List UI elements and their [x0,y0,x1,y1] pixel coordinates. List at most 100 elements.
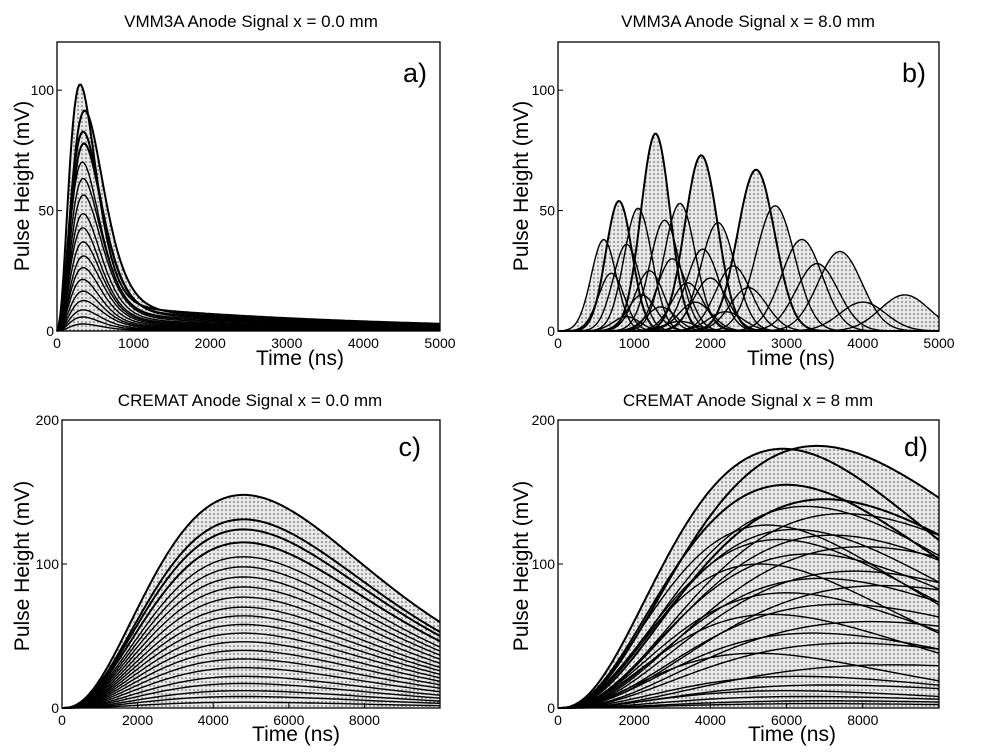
x-tick-label: 4000 [198,712,229,728]
panel-label: c) [399,432,422,462]
x-axis-label: Time (ns) [256,347,344,370]
series-curves [56,83,441,332]
x-tick-label: 4000 [695,712,726,728]
series-line [62,528,441,709]
y-axis-label: Pulse Height (mV) [11,101,34,271]
series-line [558,613,940,709]
series-line [558,592,940,709]
x-tick-labels: 0 2000 4000 6000 8000 [58,712,380,728]
series-line [62,566,441,709]
y-axis-label: Pulse Height (mV) [11,481,34,651]
series-line [62,695,441,709]
y-tick-labels: 0 100 200 [532,412,556,716]
y-tick-label: 0 [46,323,54,339]
series-line [62,701,440,709]
x-tick-label: 0 [53,335,61,351]
series-line [62,493,441,709]
x-axis-label: Time (ns) [252,723,340,746]
series-line [558,528,940,709]
series-line [558,675,940,709]
series-line [558,498,940,709]
axis-ticks [557,419,864,709]
series-line [558,563,940,709]
y-tick-label: 0 [51,700,59,716]
series-line [558,632,940,709]
x-tick-label: 5000 [424,335,455,351]
series-line [62,596,441,709]
x-tick-label: 3000 [771,335,802,351]
fill-area [558,133,939,331]
y-tick-labels: 0 100 200 [36,412,60,716]
x-tick-label: 6000 [273,712,304,728]
y-tick-label: 200 [36,412,60,428]
x-tick-label: 1000 [619,335,650,351]
plot-frame [557,41,940,332]
axis-ticks [56,89,441,332]
x-tick-labels: 0 2000 4000 6000 8000 [554,712,878,728]
series-line [558,695,940,709]
x-tick-label: 3000 [271,335,302,351]
series-line [558,570,940,709]
y-axis-label: Pulse Height (mV) [510,101,533,271]
panel-label: d) [904,432,928,462]
x-tick-labels: 0 1000 2000 3000 4000 5000 [53,335,456,351]
chart-title: VMM3A Anode Signal x = 8.0 mm [621,12,875,31]
series-line [558,652,940,709]
plot-frame [56,41,441,332]
series-line [62,541,441,709]
series-line [558,524,940,709]
x-tick-label: 2000 [122,712,153,728]
y-tick-label: 200 [532,412,556,428]
x-axis-label: Time (ns) [747,347,835,370]
x-tick-labels: 0 1000 2000 3000 4000 5000 [554,335,955,351]
series-curves [558,444,940,709]
series-line [62,690,440,709]
x-tick-label: 1000 [118,335,149,351]
y-tick-label: 100 [532,82,556,98]
x-axis-label: Time (ns) [748,723,836,746]
y-tick-labels: 0 50 100 [532,82,556,339]
chart-title: VMM3A Anode Signal x = 0.0 mm [124,12,378,31]
x-tick-label: 6000 [771,712,802,728]
series-line [62,623,441,709]
y-tick-label: 0 [547,323,555,339]
axis-ticks [557,89,940,332]
x-tick-label: 0 [554,335,562,351]
series-line [558,447,940,709]
axis-ticks [61,419,365,709]
series-line [558,642,940,709]
panel-label: b) [902,58,926,88]
series-line [62,658,441,709]
series-curves [62,493,441,709]
panel-d: CREMAT Anode Signal x = 8 mm 0 2000 4000… [510,391,940,746]
panel-c: CREMAT Anode Signal x = 0.0 mm 0 2000 40… [11,391,441,746]
x-tick-label: 0 [554,712,562,728]
x-tick-label: 8000 [349,712,380,728]
series-line [558,546,940,709]
series-line [62,632,441,709]
y-tick-labels: 0 50 100 [31,82,55,339]
series-line [62,682,441,709]
series-line [62,675,441,709]
series-line [62,556,441,709]
y-tick-label: 50 [539,203,555,219]
series-line [62,586,441,709]
chart-title: CREMAT Anode Signal x = 8 mm [623,391,873,410]
y-axis-label: Pulse Height (mV) [510,481,533,651]
series-line [62,615,441,709]
series-line [62,576,441,709]
x-tick-label: 4000 [348,335,379,351]
series-line [558,577,940,709]
x-tick-label: 5000 [923,335,954,351]
x-tick-label: 4000 [847,335,878,351]
x-tick-label: 2000 [695,335,726,351]
envelope-fill [558,133,939,331]
x-tick-label: 0 [58,712,66,728]
series-line [558,553,940,709]
y-tick-label: 50 [38,203,54,219]
series-line [62,667,441,709]
panel-a: VMM3A Anode Signal x = 0.0 mm 0 1000 200… [11,12,456,370]
series-line [62,649,441,709]
series-line [62,641,441,709]
